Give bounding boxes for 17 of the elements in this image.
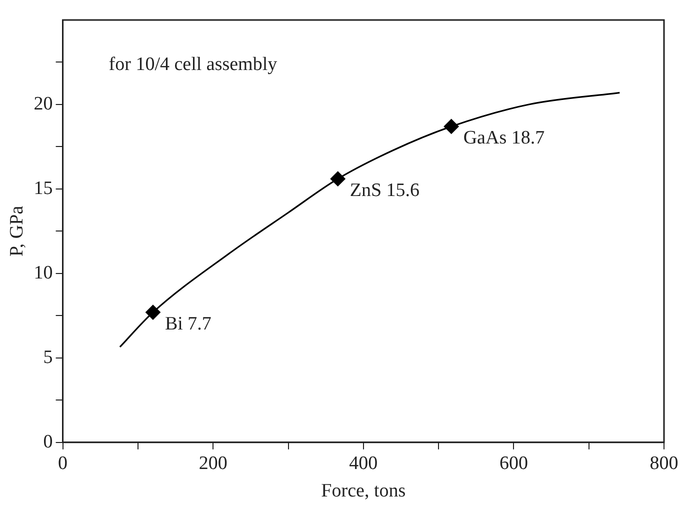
x-tick-label: 400 — [349, 452, 378, 474]
x-axis-title: Force, tons — [321, 480, 406, 502]
y-tick-label: 5 — [43, 346, 53, 368]
y-tick-label: 0 — [43, 431, 53, 452]
line-series — [119, 92, 620, 348]
y-tick-label: 20 — [34, 93, 53, 114]
x-tick-label: 200 — [198, 452, 228, 474]
y-tick-label: 10 — [34, 262, 53, 284]
annotation: Bi 7.7 — [164, 313, 212, 334]
x-tick-label: 600 — [499, 452, 528, 474]
annotation: for 10/4 cell assembly — [108, 54, 278, 75]
annotation: GaAs 18.7 — [463, 127, 545, 148]
x-tick-label: 0 — [58, 452, 68, 474]
y-tick-label: 15 — [34, 178, 53, 199]
annotation: ZnS 15.6 — [350, 180, 420, 201]
x-tick-label: 800 — [650, 452, 678, 474]
y-axis-title: P, GPa — [6, 205, 28, 257]
